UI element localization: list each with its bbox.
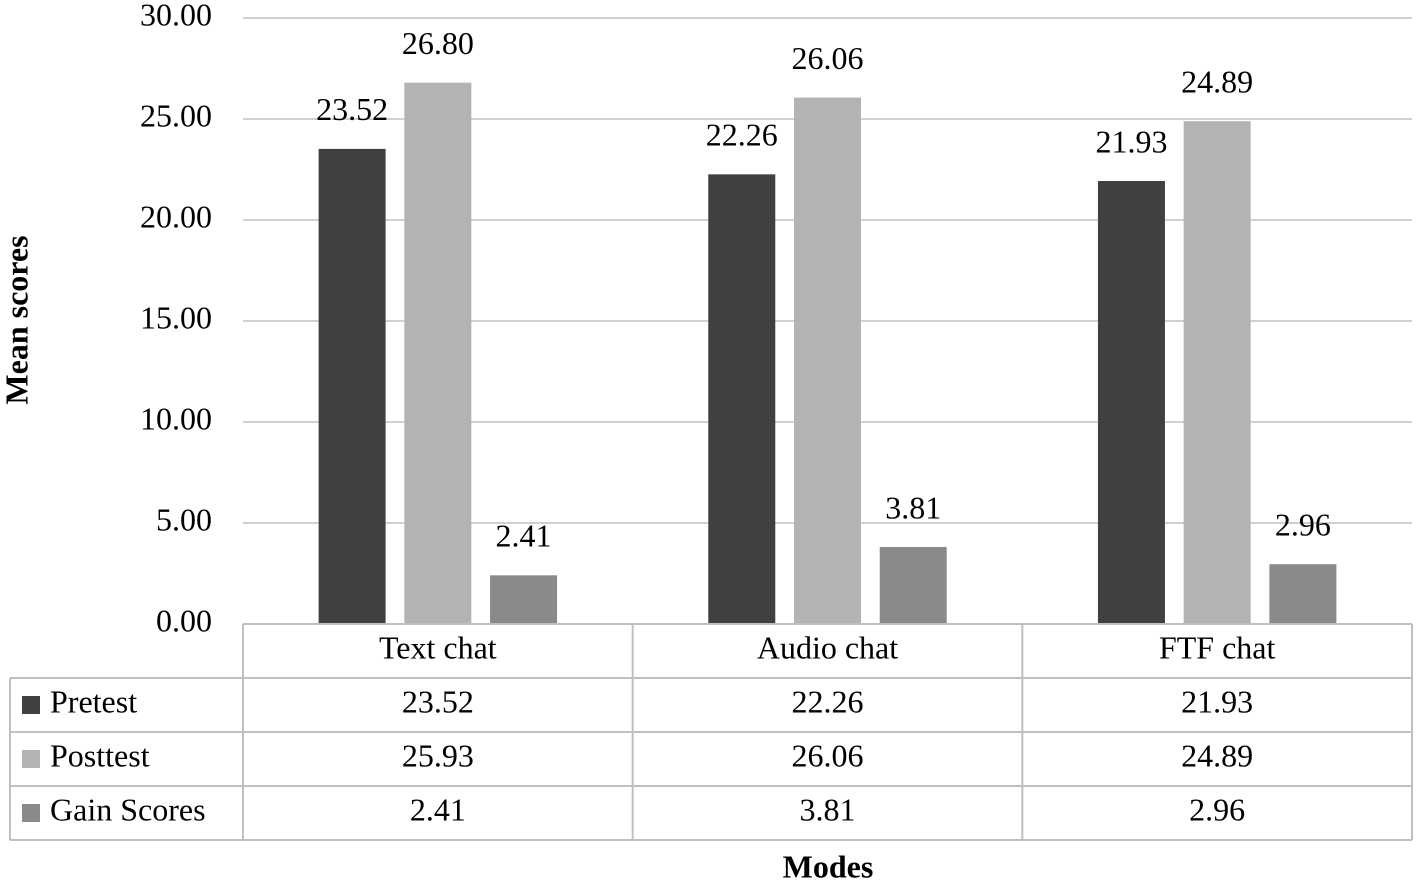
legend-label: Pretest bbox=[50, 683, 137, 719]
x-tick-label: Audio chat bbox=[757, 629, 898, 665]
bar bbox=[794, 97, 861, 624]
data-label: 2.96 bbox=[1275, 507, 1331, 543]
table-cell: 23.52 bbox=[402, 683, 474, 719]
bar bbox=[1183, 121, 1251, 625]
table-cell: 24.89 bbox=[1181, 737, 1253, 773]
table-cell: 2.41 bbox=[410, 791, 466, 827]
y-axis-title: Mean scores bbox=[0, 235, 34, 404]
data-label: 21.93 bbox=[1095, 123, 1167, 159]
table-cell: 26.06 bbox=[792, 737, 864, 773]
bar bbox=[708, 174, 776, 624]
data-label: 26.80 bbox=[402, 25, 474, 61]
y-tick-label: 25.00 bbox=[140, 97, 212, 133]
bar bbox=[490, 575, 558, 624]
legend-label: Posttest bbox=[50, 737, 150, 773]
x-tick-label: Text chat bbox=[379, 629, 497, 665]
data-label: 24.89 bbox=[1181, 64, 1253, 100]
legend-label: Gain Scores bbox=[50, 791, 206, 827]
data-label: 23.52 bbox=[316, 91, 388, 127]
data-label: 3.81 bbox=[885, 489, 941, 525]
table-cell: 25.93 bbox=[402, 737, 474, 773]
bar bbox=[1269, 564, 1337, 624]
bar bbox=[404, 82, 472, 624]
x-axis-title: Modes bbox=[783, 848, 874, 884]
legend-swatch bbox=[22, 696, 40, 714]
legend-swatch bbox=[22, 804, 40, 822]
bar bbox=[318, 148, 386, 624]
table-cell: 3.81 bbox=[800, 791, 856, 827]
table-cell: 2.96 bbox=[1189, 791, 1245, 827]
data-label: 2.41 bbox=[496, 518, 552, 554]
y-tick-label: 30.00 bbox=[140, 0, 212, 32]
bar bbox=[879, 547, 947, 624]
data-label: 26.06 bbox=[792, 40, 864, 76]
bar bbox=[1097, 181, 1165, 624]
y-tick-label: 10.00 bbox=[140, 400, 212, 436]
y-tick-label: 5.00 bbox=[156, 501, 212, 537]
y-tick-label: 20.00 bbox=[140, 198, 212, 234]
legend-swatch bbox=[22, 750, 40, 768]
data-label: 22.26 bbox=[706, 117, 778, 153]
y-tick-label: 15.00 bbox=[140, 299, 212, 335]
table-cell: 22.26 bbox=[792, 683, 864, 719]
table-cell: 21.93 bbox=[1181, 683, 1253, 719]
x-tick-label: FTF chat bbox=[1159, 629, 1276, 665]
y-tick-label: 0.00 bbox=[156, 602, 212, 638]
